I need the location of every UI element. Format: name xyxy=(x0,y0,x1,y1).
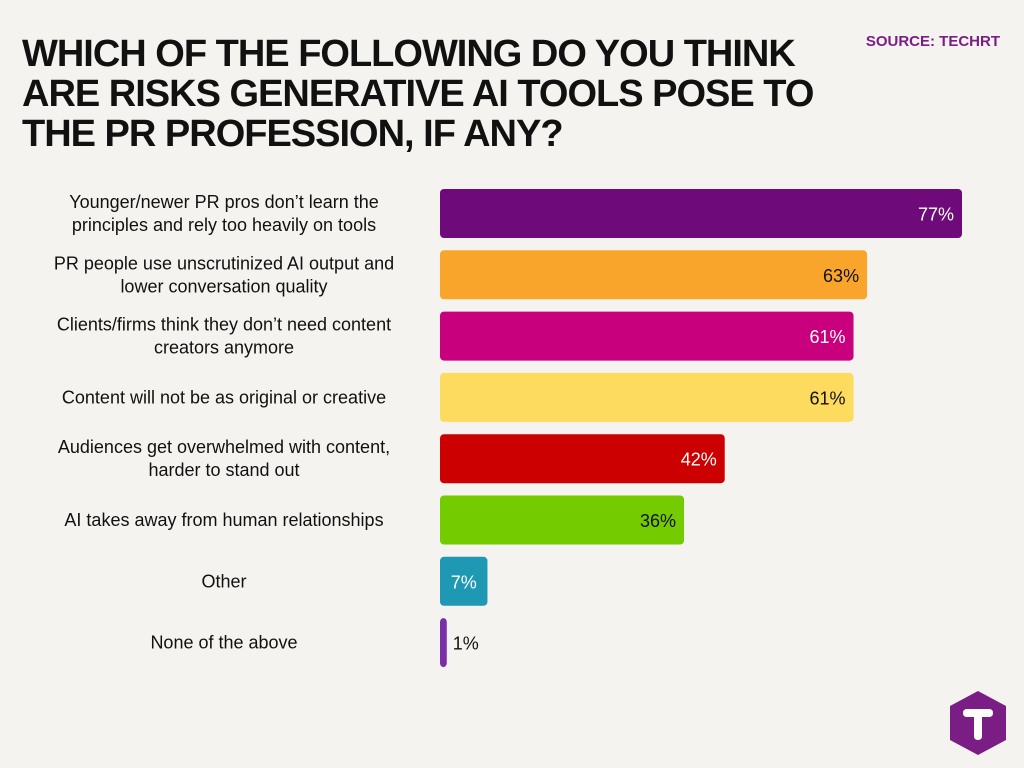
value-label: 1% xyxy=(453,634,479,654)
bar xyxy=(440,372,854,422)
value-label: 61% xyxy=(810,388,846,408)
value-label: 42% xyxy=(681,450,717,470)
category-label-line: principles and rely too heavily on tools xyxy=(72,215,376,235)
techrt-logo-icon xyxy=(950,691,1006,755)
bar xyxy=(440,250,868,300)
category-label: AI takes away from human relationships xyxy=(64,510,383,530)
category-label: Content will not be as original or creat… xyxy=(62,387,386,407)
bar xyxy=(440,434,725,484)
category-label-line: Younger/newer PR pros don’t learn the xyxy=(69,192,379,212)
category-label-line: Clients/firms think they don’t need cont… xyxy=(57,315,391,335)
category-label: Clients/firms think they don’t need cont… xyxy=(57,315,391,358)
bar xyxy=(440,311,854,361)
category-label-line: harder to stand out xyxy=(148,460,299,480)
category-label: None of the above xyxy=(150,633,297,653)
category-label-line: Content will not be as original or creat… xyxy=(62,387,386,407)
category-label-line: creators anymore xyxy=(154,338,294,358)
category-label: Younger/newer PR pros don’t learn the pri… xyxy=(69,192,379,235)
value-label: 77% xyxy=(918,205,954,225)
chart-title: WHICH OF THE FOLLOWING DO YOU THINK ARE … xyxy=(22,33,814,155)
value-label: 61% xyxy=(810,327,846,347)
value-label: 63% xyxy=(823,266,859,286)
category-label: Audiences get overwhelmed with content, h… xyxy=(58,437,390,480)
category-label-line: PR people use unscrutinized AI output an… xyxy=(54,253,394,273)
category-label-line: Audiences get overwhelmed with content, xyxy=(58,437,390,457)
category-label-line: lower conversation quality xyxy=(120,276,327,296)
category-label-line: AI takes away from human relationships xyxy=(64,510,383,530)
value-label: 36% xyxy=(640,511,676,531)
category-label: PR people use unscrutinized AI output an… xyxy=(54,253,394,296)
category-label-line: None of the above xyxy=(150,633,297,653)
bar xyxy=(440,556,488,606)
category-label-line: Other xyxy=(201,571,246,591)
source-label: SOURCE: TECHRT xyxy=(865,33,1000,50)
bar xyxy=(440,618,447,668)
value-label: 7% xyxy=(451,572,477,592)
logo-t-glyph xyxy=(963,709,993,740)
category-label: Other xyxy=(201,571,246,591)
bar xyxy=(440,495,685,545)
bar xyxy=(440,189,962,238)
